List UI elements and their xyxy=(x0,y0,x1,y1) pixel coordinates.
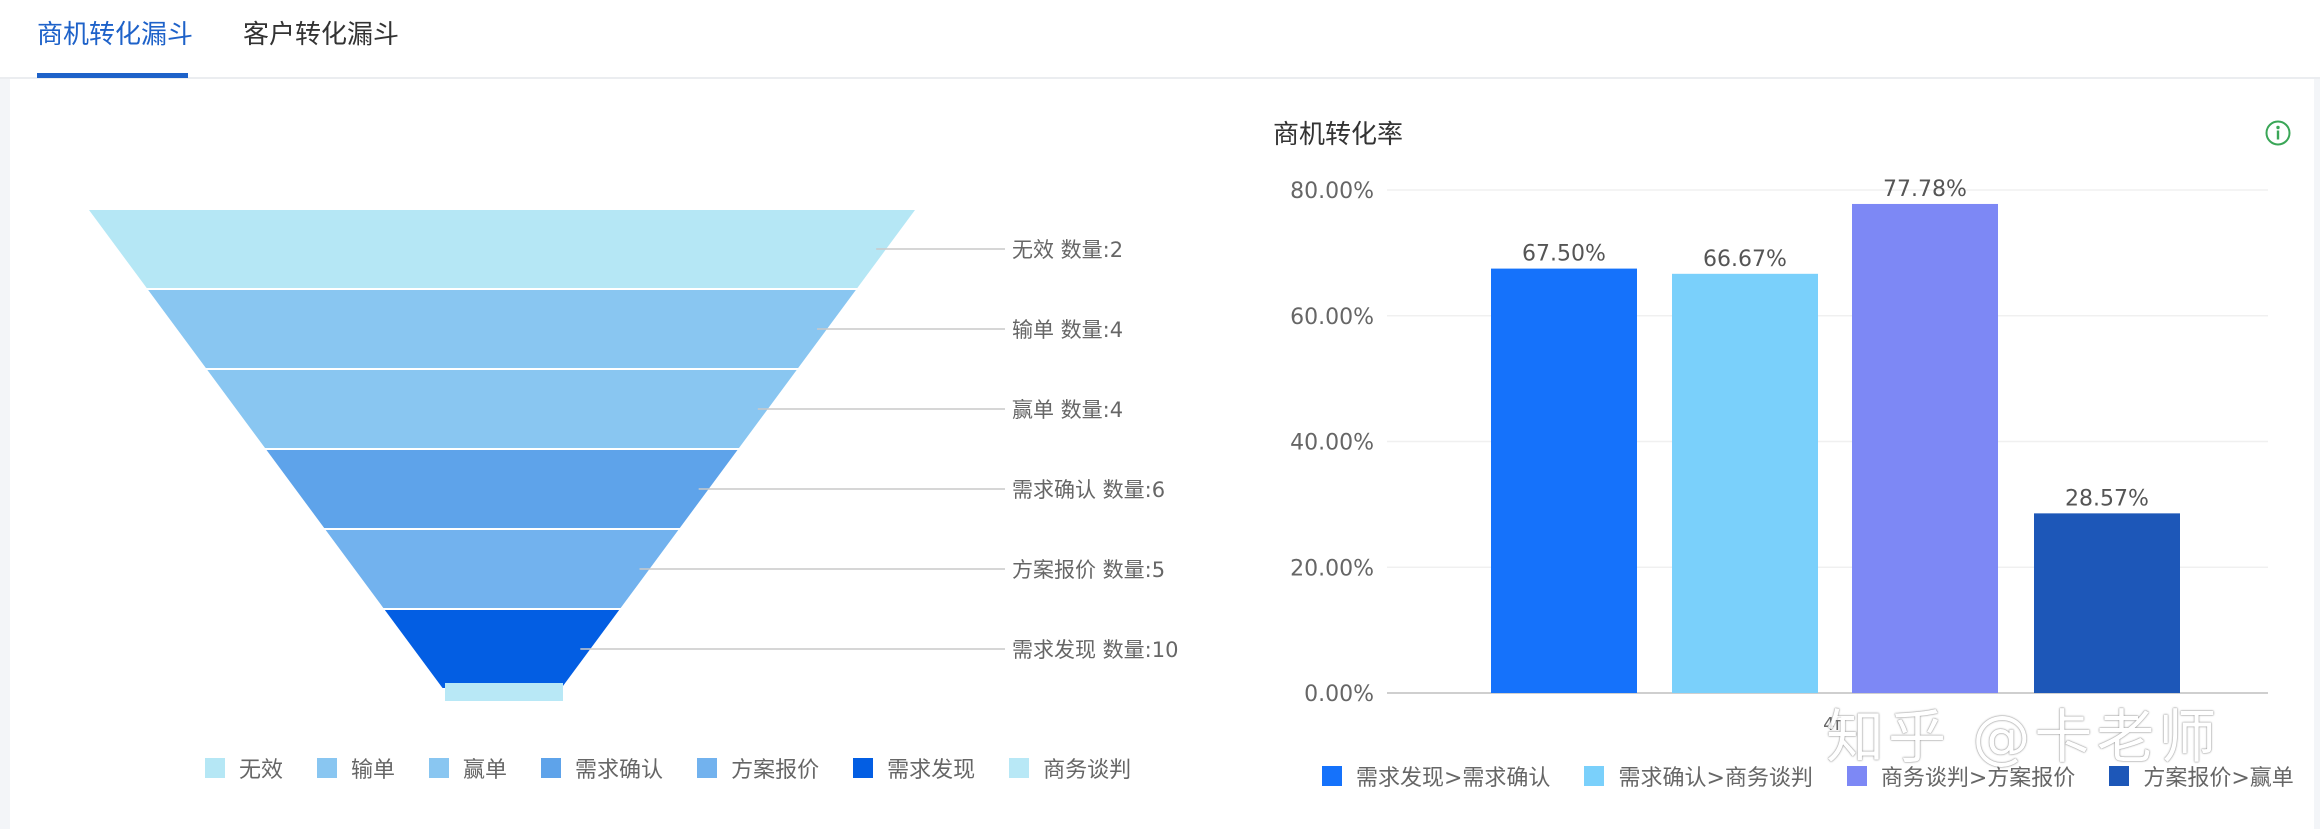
funnel-segment[interactable] xyxy=(445,683,563,701)
bar-value-label: 66.67% xyxy=(1703,247,1787,272)
bar[interactable] xyxy=(1672,273,1818,693)
funnel-legend-item[interactable]: 无效 xyxy=(205,752,283,784)
bar-value-label: 28.57% xyxy=(2065,486,2149,511)
legend-swatch xyxy=(853,758,874,778)
funnel-legend-item[interactable]: 方案报价 xyxy=(697,752,819,784)
bar-value-label: 67.50% xyxy=(1522,242,1606,267)
funnel-legend-item[interactable]: 需求发现 xyxy=(853,752,975,784)
legend-label: 方案报价>赢单 xyxy=(2143,766,2294,791)
funnel-legend: 无效 输单 赢单 需求确认 方案报价 需求发现 商务谈判 xyxy=(205,752,1131,784)
funnel-segment[interactable] xyxy=(266,450,738,528)
legend-swatch xyxy=(1009,758,1030,778)
y-tick-label: 0.00% xyxy=(1304,682,1374,707)
legend-swatch xyxy=(1846,766,1867,786)
right-edge-gutter xyxy=(2314,79,2320,829)
legend-swatch xyxy=(429,758,450,778)
legend-swatch xyxy=(1322,766,1342,786)
legend-label: 方案报价 xyxy=(731,758,820,783)
legend-label: 需求确认>商务谈判 xyxy=(1618,766,1813,791)
bar-legend: 需求发现>需求确认 需求确认>商务谈判 商务谈判>方案报价 方案报价>赢单 xyxy=(1322,760,2294,792)
funnel-chart: 无效 数量:2 输单 数量:4 赢单 数量:4 需求确认 数量:6 方案报价 数量:5 需… xyxy=(89,210,1178,701)
bar[interactable] xyxy=(1852,203,1998,693)
funnel-segment[interactable] xyxy=(325,530,679,608)
funnel-label: 输单 数量:4 xyxy=(1012,318,1123,342)
legend-label: 输单 xyxy=(351,758,396,783)
legend-swatch xyxy=(697,758,718,778)
funnel-legend-item[interactable]: 输单 xyxy=(317,752,395,784)
bar-legend-item[interactable]: 需求发现>需求确认 xyxy=(1322,760,1550,792)
legend-label: 赢单 xyxy=(463,758,508,783)
tab-customer-funnel[interactable]: 客户转化漏斗 xyxy=(243,20,400,50)
bar-legend-item[interactable]: 商务谈判>方案报价 xyxy=(1846,760,2076,792)
funnel-segment[interactable] xyxy=(384,610,620,688)
funnel-legend-item[interactable]: 赢单 xyxy=(429,752,507,784)
legend-swatch xyxy=(541,758,562,778)
legend-swatch xyxy=(2109,766,2130,786)
conversion-rate-title: 商机转化率 xyxy=(1273,120,1404,150)
legend-label: 商务谈判 xyxy=(1043,758,1132,783)
legend-label: 需求发现 xyxy=(887,758,976,783)
tab-bar: 商机转化漏斗 客户转化漏斗 xyxy=(0,0,2320,79)
y-tick-label: 40.00% xyxy=(1290,431,1374,456)
legend-label: 需求确认 xyxy=(575,758,664,783)
funnel-segment[interactable] xyxy=(148,290,856,368)
bar[interactable] xyxy=(1491,268,1637,693)
bar[interactable] xyxy=(2034,513,2180,693)
funnel-label: 赢单 数量:4 xyxy=(1012,398,1123,422)
legend-swatch xyxy=(205,758,225,778)
funnel-label: 需求确认 数量:6 xyxy=(1012,478,1165,502)
funnel-segment[interactable] xyxy=(89,210,915,288)
funnel-segment[interactable] xyxy=(207,370,797,448)
y-tick-label: 80.00% xyxy=(1290,179,1374,204)
legend-swatch xyxy=(1584,766,1605,786)
funnel-label: 需求发现 数量:10 xyxy=(1012,638,1178,662)
funnel-legend-item[interactable]: 商务谈判 xyxy=(1009,752,1131,784)
legend-label: 无效 xyxy=(239,758,284,783)
funnel-label: 无效 数量:2 xyxy=(1012,238,1123,262)
y-tick-label: 20.00% xyxy=(1290,556,1374,581)
bar-legend-item[interactable]: 需求确认>商务谈判 xyxy=(1584,760,1813,792)
legend-label: 商务谈判>方案报价 xyxy=(1880,766,2076,791)
watermark: 知乎 @卡老师 xyxy=(1826,703,2221,771)
y-tick-label: 60.00% xyxy=(1290,305,1374,330)
legend-swatch xyxy=(317,758,338,778)
active-tab-indicator xyxy=(37,73,188,78)
tab-opportunity-funnel[interactable]: 商机转化漏斗 xyxy=(37,20,194,50)
bar-legend-item[interactable]: 方案报价>赢单 xyxy=(2109,760,2294,792)
info-circle-icon[interactable] xyxy=(2264,119,2292,147)
bar-value-label: 77.78% xyxy=(1883,177,1967,202)
legend-label: 需求发现>需求确认 xyxy=(1356,766,1551,791)
left-edge-gutter xyxy=(0,79,10,829)
funnel-legend-item[interactable]: 需求确认 xyxy=(541,752,663,784)
funnel-label: 方案报价 数量:5 xyxy=(1012,558,1165,582)
